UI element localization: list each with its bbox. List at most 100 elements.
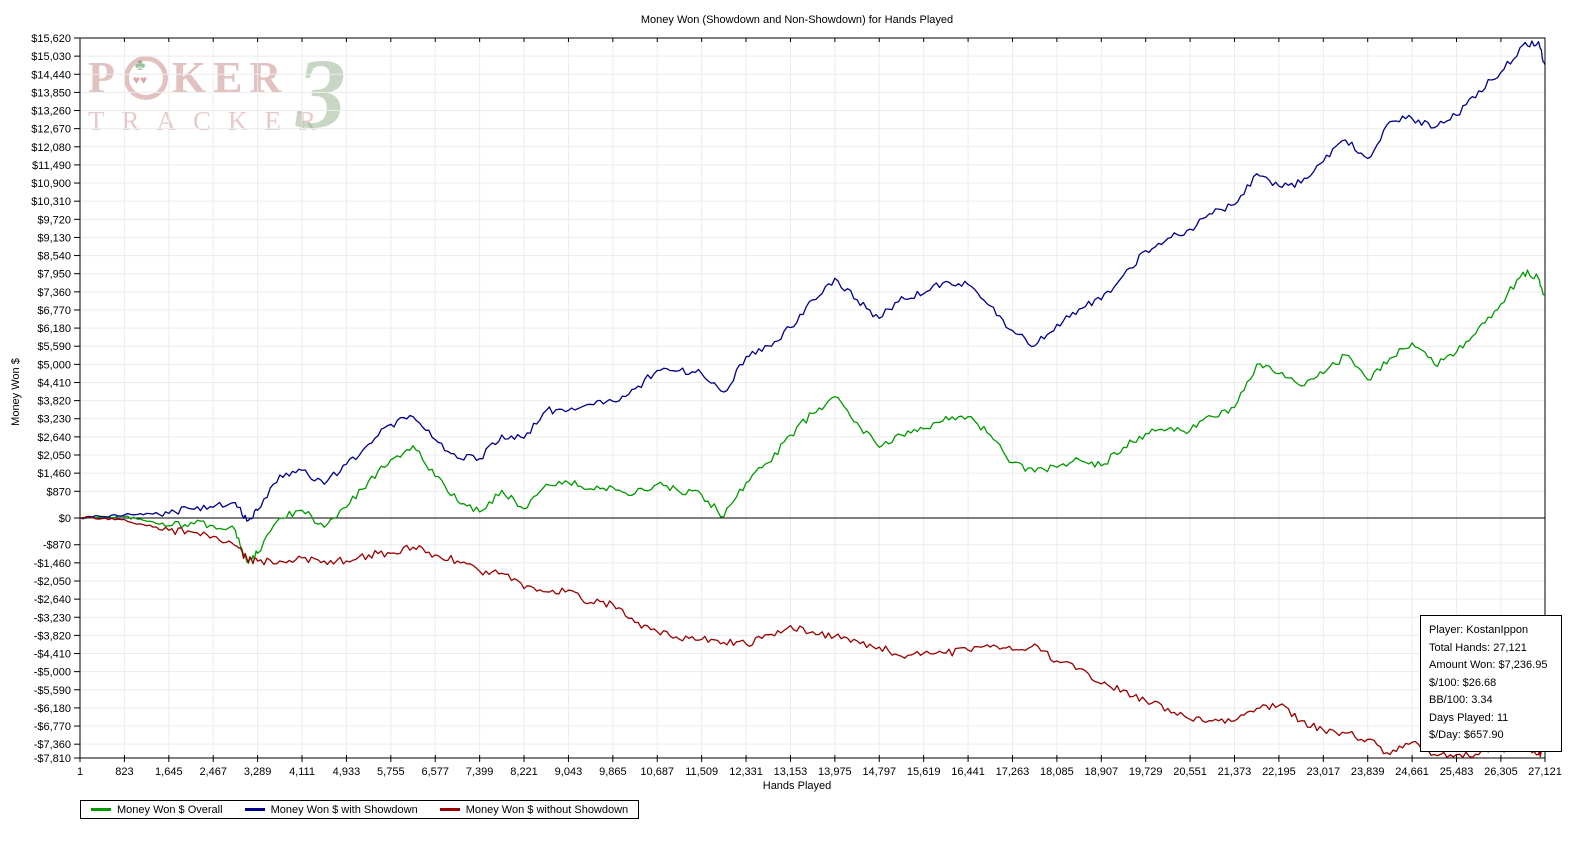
x-tick-label: 22,195	[1262, 766, 1296, 778]
y-tick-label: -$3,230	[34, 612, 71, 624]
y-tick-label: $3,820	[37, 396, 71, 408]
stat-per-100: $/100: $26.68	[1429, 676, 1497, 689]
poker-chip-icon: ♣ ♥♥	[123, 55, 168, 100]
stat-per-day: $/Day: $657.90	[1429, 729, 1504, 741]
with-showdown-line-swatch	[244, 808, 265, 811]
x-tick-label: 4,933	[333, 766, 361, 778]
stat-days-played: Days Played: 11	[1429, 711, 1509, 724]
y-tick-label: $13,260	[31, 106, 71, 118]
y-tick-label: -$2,640	[34, 594, 71, 606]
y-tick-label: $13,850	[31, 87, 71, 99]
y-tick-label: $11,490	[32, 160, 71, 172]
y-tick-label: $3,230	[37, 414, 71, 426]
x-tick-label: 25,483	[1440, 766, 1474, 778]
logo-letters-ker: KER	[171, 53, 289, 102]
x-tick-label: 23,017	[1306, 766, 1340, 778]
y-tick-label: $10,310	[31, 196, 71, 208]
x-tick-label: 23,839	[1351, 766, 1385, 778]
y-tick-label: $7,360	[37, 287, 71, 299]
y-tick-label: $2,640	[37, 432, 71, 444]
y-tick-label: -$6,770	[34, 721, 71, 733]
chart-title: Money Won (Showdown and Non-Showdown) fo…	[640, 14, 954, 26]
y-tick-label: $14,440	[31, 69, 71, 81]
x-tick-label: 9,043	[555, 766, 583, 778]
y-tick-label: -$2,050	[34, 576, 71, 588]
y-tick-label: $7,950	[37, 269, 71, 281]
y-tick-label: $0	[59, 513, 71, 525]
x-tick-label: 15,619	[907, 766, 941, 778]
y-tick-label: $1,460	[37, 468, 71, 480]
overall-line-swatch	[91, 808, 111, 811]
logo-letter-p: P	[88, 53, 122, 102]
x-tick-label: 26,305	[1484, 766, 1518, 778]
x-tick-label: 13,153	[774, 766, 808, 778]
y-tick-label: -$5,000	[34, 667, 71, 679]
x-tick-label: 4,111	[289, 766, 315, 778]
legend-item-overall: Money Won $ Overall	[91, 804, 223, 816]
x-tick-label: 18,085	[1040, 766, 1074, 778]
y-tick-label: -$5,590	[34, 685, 71, 697]
x-tick-label: 13,975	[818, 766, 852, 778]
x-tick-label: 8,221	[510, 766, 538, 778]
x-tick-label: 7,399	[466, 766, 494, 778]
x-tick-label: 19,729	[1129, 766, 1163, 778]
y-tick-label: -$870	[43, 540, 71, 552]
x-tick-label: 14,797	[862, 766, 896, 778]
x-tick-label: 6,577	[421, 766, 449, 778]
x-tick-label: 27,121	[1528, 766, 1562, 778]
y-tick-label: $6,770	[37, 305, 71, 317]
x-tick-label: 18,907	[1084, 766, 1118, 778]
x-tick-label: 17,263	[996, 766, 1030, 778]
y-tick-label: $9,130	[37, 232, 71, 244]
y-tick-label: -$1,460	[34, 558, 71, 570]
plot-border	[79, 37, 1546, 759]
series-line-0	[79, 269, 1546, 564]
y-tick-label: $4,410	[37, 377, 71, 389]
club-suit-icon: ♣	[134, 56, 153, 74]
y-tick-label: -$3,820	[34, 630, 71, 642]
y-tick-label: $12,080	[31, 142, 71, 154]
stat-player: Player: KostanIppon	[1429, 624, 1529, 636]
y-tick-label: $15,030	[31, 51, 71, 63]
y-tick-label: -$7,360	[34, 739, 71, 751]
legend-item-without-showdown: Money Won $ without Showdown	[439, 803, 629, 816]
x-tick-label: 5,755	[377, 766, 405, 778]
x-tick-label: 16,441	[951, 766, 985, 778]
series-line-2	[79, 516, 1546, 759]
x-tick-label: 9,865	[599, 766, 627, 778]
series-line-1	[79, 40, 1546, 522]
x-tick-label: 24,661	[1395, 766, 1429, 778]
without-showdown-line-swatch	[439, 808, 460, 811]
y-tick-label: -$7,810	[34, 753, 71, 765]
x-tick-label: 1	[77, 766, 83, 778]
heart-suit-icon: ♥♥	[132, 72, 148, 87]
x-tick-label: 10,687	[640, 766, 674, 778]
y-tick-label: $2,050	[37, 450, 71, 462]
x-tick-label: 12,331	[729, 766, 763, 778]
y-tick-label: -$4,410	[34, 649, 71, 661]
y-tick-label: $5,590	[37, 341, 71, 353]
y-tick-label: $870	[47, 486, 71, 498]
legend-label-with-showdown: Money Won $ with Showdown	[270, 803, 418, 816]
chart-legend: Money Won $ Overall Money Won $ with Sho…	[80, 800, 640, 819]
legend-label-without-showdown: Money Won $ without Showdown	[465, 803, 629, 816]
x-tick-label: 2,467	[199, 766, 227, 778]
x-tick-label: 11,509	[685, 766, 718, 778]
y-tick-label: $9,720	[37, 214, 71, 226]
y-tick-label: $15,620	[31, 33, 71, 45]
legend-item-with-showdown: Money Won $ with Showdown	[244, 803, 418, 816]
x-axis-title: Hands Played	[762, 780, 832, 792]
stat-total-hands: Total Hands: 27,121	[1429, 641, 1527, 654]
x-tick-label: 823	[115, 766, 133, 778]
y-tick-label: $8,540	[37, 251, 71, 263]
y-tick-label: -$6,180	[34, 703, 71, 715]
y-tick-label: $6,180	[37, 323, 71, 335]
player-stats-box: Player: KostanIppon Total Hands: 27,121 …	[1420, 615, 1562, 752]
y-tick-label: $12,670	[31, 124, 71, 136]
x-tick-label: 3,289	[244, 766, 272, 778]
x-tick-label: 20,551	[1173, 766, 1207, 778]
y-tick-label: $5,000	[37, 359, 71, 371]
x-tick-label: 21,373	[1218, 766, 1252, 778]
